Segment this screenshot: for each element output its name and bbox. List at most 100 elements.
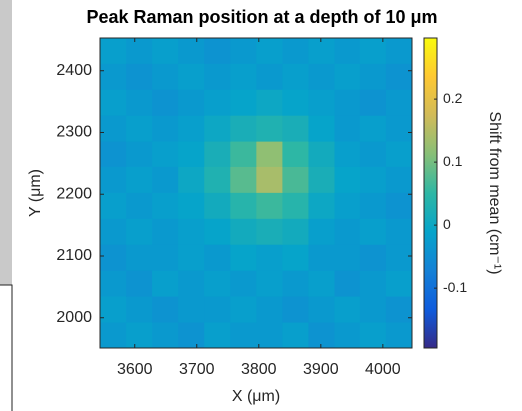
heatmap-cell (308, 192, 335, 219)
heatmap-cell (204, 38, 231, 64)
heatmap-cell (385, 166, 413, 193)
heatmap-cell (100, 115, 127, 142)
heatmap-cell (385, 218, 413, 245)
heatmap-cell (308, 38, 335, 64)
heatmap-cell (126, 192, 153, 219)
heatmap-cell (385, 89, 413, 116)
heatmap-cell (230, 89, 257, 116)
heatmap-cell (359, 322, 387, 349)
heatmap-cell (308, 322, 335, 349)
heatmap-cell (308, 63, 335, 90)
heatmap-cell (334, 218, 361, 245)
heatmap-cell (178, 89, 205, 116)
heatmap-cell (230, 192, 257, 219)
heatmap-cell (126, 296, 153, 323)
heatmap-cell (126, 89, 153, 116)
heatmap-cell (178, 296, 205, 323)
heatmap-cell (126, 38, 153, 64)
x-axis-label: X (μm) (232, 388, 280, 405)
heatmap-cell (359, 63, 387, 90)
heatmap-cell (204, 140, 231, 167)
heatmap-cell (230, 296, 257, 323)
heatmap-cell (178, 270, 205, 297)
heatmap-cell (282, 218, 309, 245)
heatmap-cell (126, 322, 153, 349)
heatmap-cell (359, 140, 387, 167)
heatmap-cell (385, 296, 413, 323)
heatmap-cell (308, 296, 335, 323)
y-tick-label: 2000 (56, 309, 92, 326)
heatmap-cell (204, 296, 231, 323)
heatmap-cell (282, 244, 309, 271)
x-tick-label: 3900 (303, 361, 339, 378)
heatmap-cell (178, 115, 205, 142)
heatmap-cell (100, 270, 127, 297)
heatmap-cell (282, 89, 309, 116)
heatmap-cell (385, 115, 413, 142)
heatmap-cell (152, 166, 179, 193)
heatmap-cell (385, 140, 413, 167)
heatmap-cell (334, 322, 361, 349)
heatmap-cell (359, 244, 387, 271)
colorbar-tick-label: 0.2 (443, 90, 463, 106)
heatmap-cell (334, 166, 361, 193)
heatmap-cell (178, 322, 205, 349)
heatmap-cell (126, 270, 153, 297)
heatmap-cell (282, 166, 309, 193)
heatmap-cell (308, 244, 335, 271)
heatmap-cell (100, 218, 127, 245)
y-tick-label: 2300 (56, 124, 92, 141)
colorbar-label: Shift from mean (cm⁻¹) (486, 111, 503, 274)
heatmap-cell (204, 63, 231, 90)
heatmap-cell (385, 192, 413, 219)
heatmap-cell (282, 115, 309, 142)
heatmap-cell (385, 322, 413, 349)
heatmap-cell (230, 140, 257, 167)
heatmap-cell (100, 192, 127, 219)
heatmap-cell (256, 244, 283, 271)
heatmap-cell (359, 218, 387, 245)
heatmap-cell (152, 89, 179, 116)
heatmap-cell (256, 89, 283, 116)
heatmap-cell (334, 38, 361, 64)
heatmap-cell (100, 140, 127, 167)
heatmap-cell (256, 140, 283, 167)
heatmap-cell (126, 166, 153, 193)
heatmap-cell (100, 38, 127, 64)
heatmap-cell (230, 270, 257, 297)
heatmap-cell (359, 192, 387, 219)
heatmap-cell (204, 322, 231, 349)
heatmap-cell (359, 89, 387, 116)
heatmap-cell (385, 244, 413, 271)
heatmap-cell (385, 270, 413, 297)
colorbar-tick-label: 0.1 (443, 153, 463, 169)
heatmap-cell (256, 192, 283, 219)
heatmap-cell (152, 38, 179, 64)
heatmap-cell (204, 218, 231, 245)
heatmap-cell (308, 218, 335, 245)
heatmap-cell (334, 63, 361, 90)
heatmap-cell (308, 115, 335, 142)
heatmap-cell (282, 322, 309, 349)
side-box (0, 284, 13, 411)
heatmap-cell (359, 115, 387, 142)
heatmap-cell (204, 166, 231, 193)
heatmap-cell (334, 140, 361, 167)
heatmap-cell (126, 244, 153, 271)
heatmap-cell (385, 63, 413, 90)
heatmap-cell (334, 296, 361, 323)
heatmap-cell (359, 166, 387, 193)
heatmap-cell (230, 38, 257, 64)
y-tick-label: 2400 (56, 62, 92, 79)
heatmap-cell (308, 89, 335, 116)
heatmap-cell (230, 166, 257, 193)
heatmap-cell (256, 63, 283, 90)
heatmap-cell (178, 244, 205, 271)
heatmap-cell (282, 140, 309, 167)
heatmap-cell (282, 63, 309, 90)
heatmap-cell (152, 192, 179, 219)
x-tick-label: 4000 (365, 361, 401, 378)
heatmap-cell (359, 270, 387, 297)
heatmap-cell (256, 38, 283, 64)
